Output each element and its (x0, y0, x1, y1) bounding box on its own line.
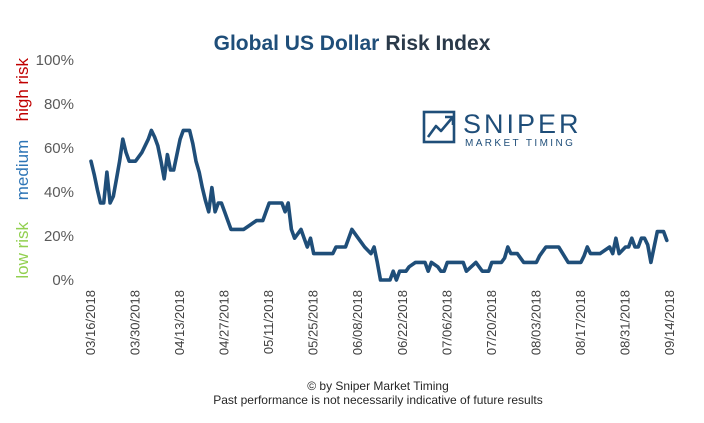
x-tick-label: 05/25/2018 (306, 290, 321, 355)
risk-band-medium: medium (13, 140, 32, 200)
chart-title: Global US Dollar Risk Index (214, 32, 491, 55)
x-tick-label: 09/14/2018 (662, 290, 677, 355)
x-tick-label: 04/27/2018 (217, 290, 232, 355)
chart-up-icon (422, 110, 456, 144)
series-line (89, 128, 669, 282)
y-tick-label: 20% (44, 228, 74, 245)
y-tick-label: 100% (36, 52, 74, 69)
x-tick-label: 07/20/2018 (484, 290, 499, 355)
x-tick-label: 06/22/2018 (395, 290, 410, 355)
sniper-logo: SNIPER MARKET TIMING (422, 109, 582, 149)
chart-title-part2: Risk Index (385, 32, 490, 55)
y-tick-label: 0% (52, 272, 74, 289)
x-tick-label: 03/30/2018 (128, 290, 143, 355)
x-tick-label: 06/08/2018 (350, 290, 365, 355)
footer-disclaimer: Past performance is not necessarily indi… (213, 393, 542, 407)
x-tick-label: 07/06/2018 (439, 290, 454, 355)
logo-tagline: MARKET TIMING (465, 138, 575, 149)
y-tick-label: 60% (44, 140, 74, 157)
risk-band-high: high risk (13, 58, 32, 122)
footer-copyright: © by Sniper Market Timing (307, 379, 449, 393)
x-tick-label: 08/03/2018 (528, 290, 543, 355)
risk-band-low: low risk (13, 221, 32, 278)
x-tick-label: 05/11/2018 (261, 290, 276, 354)
x-tick-label: 08/17/2018 (573, 290, 588, 355)
logo-name: SNIPER (463, 109, 582, 139)
chart-title-part1: Global US Dollar (214, 32, 380, 55)
x-axis: 03/16/2018 03/30/2018 04/13/2018 04/27/2018… (83, 290, 677, 355)
y-axis: 0% 20% 40% 60% 80% 100% (36, 52, 74, 289)
y-tick-label: 80% (44, 96, 74, 113)
x-tick-label: 08/31/2018 (617, 290, 632, 355)
y-tick-label: 40% (44, 184, 74, 201)
x-tick-label: 03/16/2018 (83, 290, 98, 355)
risk-band-labels: low risk medium high risk (13, 58, 32, 279)
x-tick-label: 04/13/2018 (172, 290, 187, 355)
